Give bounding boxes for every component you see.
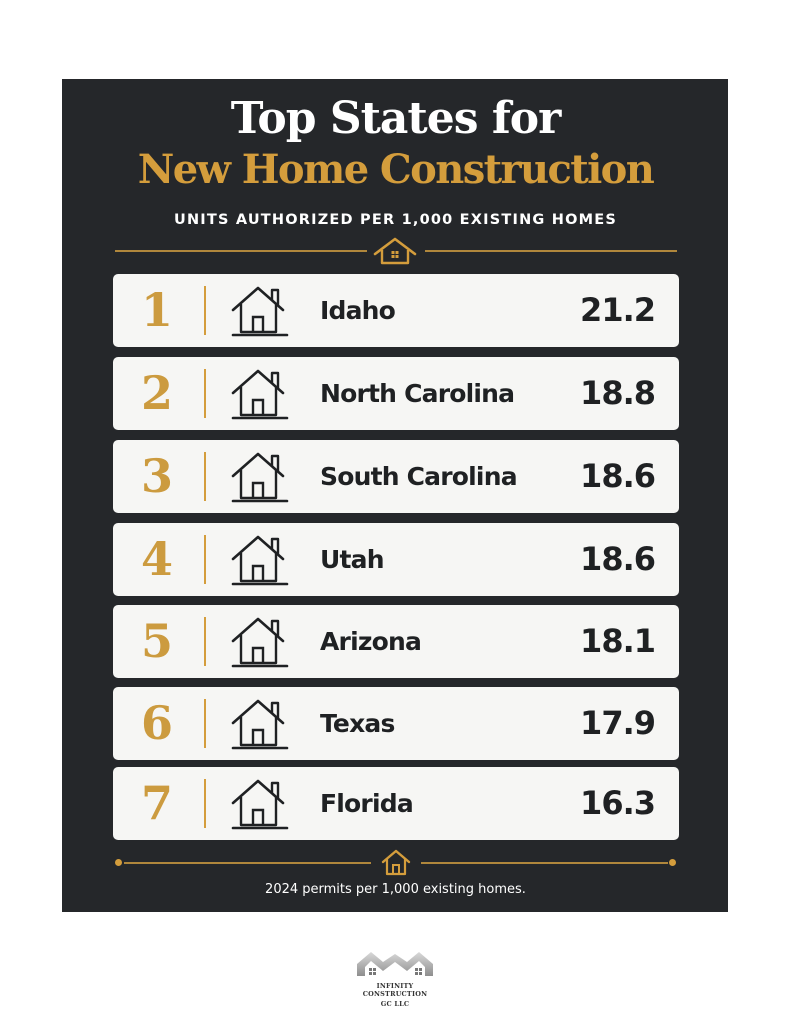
header-divider-right — [425, 250, 677, 252]
logo-name-line-2: GC LLC — [380, 1000, 410, 1008]
title-line-2: New Home Construction — [137, 146, 655, 193]
house-outline-icon — [230, 450, 290, 504]
rank-number: 3 — [140, 449, 173, 503]
rank-number: 6 — [140, 696, 173, 750]
footnote: 2024 permits per 1,000 existing homes. — [265, 882, 526, 897]
footer-divider-left — [124, 862, 371, 864]
state-value: 16.3 — [580, 784, 656, 822]
rank-number: 5 — [140, 614, 173, 668]
state-name: Arizona — [320, 627, 422, 656]
subtitle: UNITS AUTHORIZED PER 1,000 EXISTING HOME… — [173, 212, 618, 228]
company-logo: INFINITY CONSTRUCTION GC LLC — [345, 946, 445, 1008]
state-value: 18.1 — [580, 622, 656, 660]
title-line-1: Top States for — [230, 93, 562, 144]
table-row: 5 Arizona 18.1 — [113, 605, 679, 678]
house-outline-icon — [230, 533, 290, 587]
state-value: 21.2 — [580, 291, 656, 329]
footer-divider-dot-left — [115, 859, 122, 866]
house-outline-icon — [230, 697, 290, 751]
row-separator — [204, 699, 206, 748]
table-row: 1 Idaho 21.2 — [113, 274, 679, 347]
house-outline-icon — [230, 284, 290, 338]
rank-number: 2 — [140, 366, 173, 420]
row-separator — [204, 286, 206, 335]
table-row: 2 North Carolina 18.8 — [113, 357, 679, 430]
row-separator — [204, 369, 206, 418]
rank-number: 4 — [140, 532, 173, 586]
table-row: 6 Texas 17.9 — [113, 687, 679, 760]
footer-divider-right — [421, 862, 668, 864]
header-divider-left — [115, 250, 367, 252]
state-name: Utah — [320, 545, 385, 574]
rank-number: 7 — [140, 776, 173, 830]
infinity-logo-icon — [357, 952, 433, 976]
state-name: South Carolina — [320, 462, 518, 491]
state-value: 17.9 — [580, 704, 656, 742]
state-value: 18.6 — [580, 457, 656, 495]
house-icon — [373, 237, 417, 265]
state-name: Texas — [320, 709, 395, 738]
table-row: 3 South Carolina 18.6 — [113, 440, 679, 513]
row-separator — [204, 535, 206, 584]
logo-name-line-1: INFINITY CONSTRUCTION — [362, 982, 428, 998]
row-separator — [204, 779, 206, 828]
state-value: 18.8 — [580, 374, 656, 412]
table-row: 7 Florida 16.3 — [113, 767, 679, 840]
footer-divider-dot-right — [669, 859, 676, 866]
house-icon — [381, 849, 411, 876]
row-separator — [204, 452, 206, 501]
house-outline-icon — [230, 615, 290, 669]
state-name: North Carolina — [320, 379, 515, 408]
state-name: Florida — [320, 789, 414, 818]
table-row: 4 Utah 18.6 — [113, 523, 679, 596]
house-outline-icon — [230, 367, 290, 421]
house-outline-icon — [230, 777, 290, 831]
state-name: Idaho — [320, 296, 396, 325]
state-value: 18.6 — [580, 540, 656, 578]
row-separator — [204, 617, 206, 666]
rank-number: 1 — [140, 283, 173, 337]
